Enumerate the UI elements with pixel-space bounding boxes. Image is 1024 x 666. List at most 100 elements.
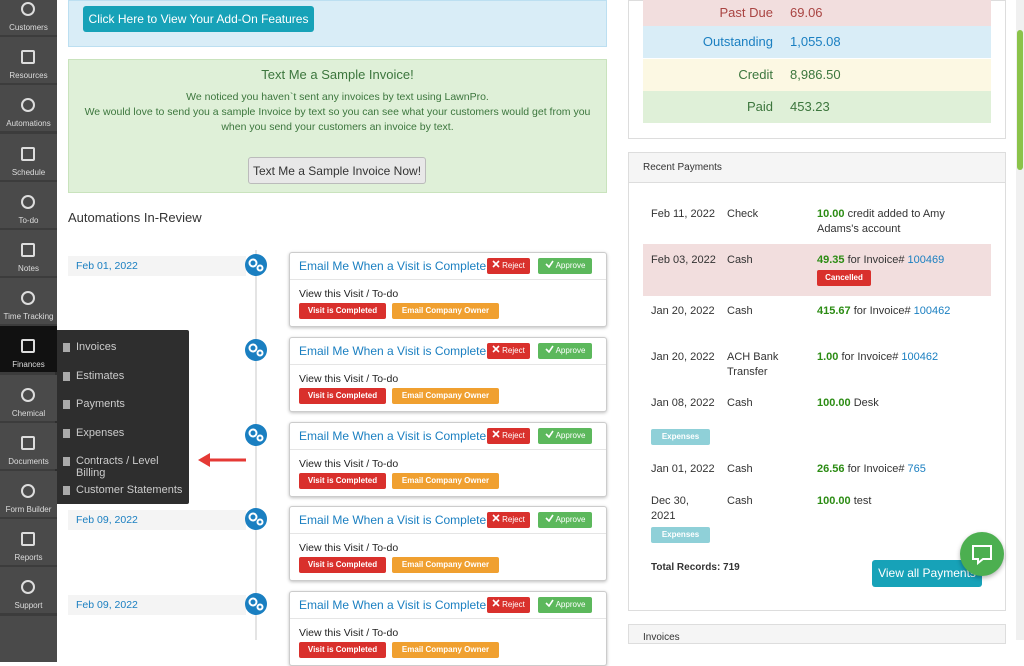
reject-label: Reject	[502, 345, 525, 355]
sidebar-item[interactable]	[0, 230, 57, 276]
automation-title[interactable]: Email Me When a Visit is Complete	[299, 428, 487, 443]
payment-date: Jan 01, 2022	[651, 463, 715, 475]
card-divider	[290, 363, 606, 365]
sidebar-label: Time Tracking	[3, 312, 54, 322]
visit-link[interactable]: View this Visit / To-do	[299, 627, 399, 640]
invoice-link[interactable]: 100462	[901, 351, 939, 363]
payment-amount: 415.67	[817, 305, 851, 317]
sidebar-label: Support	[14, 601, 43, 611]
payment-text: for Invoice#	[841, 351, 899, 363]
badge: Visit is Completed	[299, 387, 386, 404]
menu-item[interactable]: Invoices	[55, 338, 189, 358]
sidebar-item[interactable]	[0, 37, 57, 84]
automation-icon	[245, 593, 267, 616]
menu-item[interactable]: Expenses	[55, 424, 189, 444]
approve-button[interactable]: Approve	[538, 342, 592, 359]
total-records: Total Records: 719	[651, 562, 740, 573]
approve-button[interactable]: Approve	[538, 258, 592, 274]
menu-item[interactable]: Estimates	[55, 367, 189, 387]
invoice-link[interactable]: 100462	[913, 305, 951, 317]
cancelled-badge: Cancelled	[817, 270, 871, 286]
payment-detail: 1.00 for Invoice# 100462	[817, 350, 987, 365]
summary-value: 8,986.50	[790, 67, 841, 82]
sidebar-label: Resources	[9, 71, 48, 81]
x-icon	[492, 345, 500, 353]
payment-amount: 10.00	[817, 208, 845, 220]
payment-amount: 49.35	[817, 254, 845, 266]
reject-button[interactable]: Reject	[487, 512, 530, 529]
sidebar-label: Form Builder	[5, 505, 52, 514]
payments-panel	[628, 152, 1006, 611]
automation-icon	[245, 423, 267, 446]
invoice-link[interactable]: 765	[907, 463, 926, 475]
menu-item[interactable]: Contracts / Level Billing	[55, 452, 189, 479]
automation-title[interactable]: Email Me When a Visit is Complete	[299, 343, 487, 358]
payment-text: Desk	[853, 397, 879, 409]
badge: Visit is Completed	[299, 472, 386, 489]
sidebar-item[interactable]	[0, 519, 57, 566]
reject-button[interactable]: Reject	[487, 342, 530, 359]
payment-method: Cash	[727, 495, 753, 507]
summary-value: 1,055.08	[790, 34, 841, 49]
reject-button[interactable]: Reject	[487, 427, 530, 444]
sidebar-item[interactable]	[0, 326, 57, 373]
menu-item[interactable]: Customer Statements	[55, 481, 189, 501]
summary-row	[643, 91, 991, 123]
automation-card: Email Me When a Visit is Complete Reject A…	[289, 591, 607, 666]
gear-icon	[248, 258, 264, 272]
automation-date: Feb 01, 2022	[76, 260, 138, 272]
badge: Email Company Owner	[392, 642, 499, 659]
payment-detail: 100.00 test	[817, 494, 987, 509]
payment-date: Dec 30, 2021	[651, 495, 689, 522]
invoices-title: Invoices	[643, 632, 680, 643]
approve-label: Approve	[555, 345, 586, 355]
automation-title[interactable]: Email Me When a Visit is Complete	[299, 259, 487, 273]
payment-amount: 1.00	[817, 351, 839, 363]
reject-button[interactable]: Reject	[487, 258, 530, 274]
sample-text: We noticed you haven`t sent any invoices…	[68, 90, 607, 135]
approve-button[interactable]: Approve	[538, 427, 592, 444]
visit-link[interactable]: View this Visit / To-do	[299, 457, 399, 470]
reject-button[interactable]: Reject	[487, 597, 530, 614]
summary-value: 453.23	[790, 99, 830, 114]
sidebar-label: Notes	[18, 264, 39, 273]
scroll-thumb[interactable]	[1017, 30, 1023, 170]
menu-icon	[63, 457, 70, 467]
expense-badge: Expenses	[651, 527, 710, 543]
approve-button[interactable]: Approve	[538, 512, 592, 529]
summary-label: Outstanding	[702, 34, 773, 49]
summary-row	[643, 0, 991, 26]
visit-link[interactable]: View this Visit / To-do	[299, 542, 399, 555]
scrollbar	[1016, 0, 1024, 640]
summary-label: Past Due	[719, 5, 773, 20]
sidebar-icon	[21, 2, 35, 16]
payments-title: Recent Payments	[643, 162, 722, 173]
x-icon	[492, 514, 500, 522]
automation-title[interactable]: Email Me When a Visit is Complete	[299, 598, 487, 613]
visit-link[interactable]: View this Visit / To-do	[299, 288, 399, 300]
payment-detail: 415.67 for Invoice# 100462	[817, 304, 987, 319]
invoice-link[interactable]: 100469	[907, 254, 945, 266]
approve-label: Approve	[555, 515, 586, 525]
menu-label: Invoices	[76, 341, 117, 353]
approve-button[interactable]: Approve	[538, 597, 592, 614]
payment-method: Cash	[727, 397, 753, 409]
card-divider	[290, 448, 606, 450]
automation-icon	[245, 254, 267, 276]
payment-date: Feb 03, 2022	[651, 254, 716, 266]
check-icon	[545, 345, 554, 354]
gear-icon	[248, 343, 264, 357]
sidebar-item[interactable]	[0, 133, 57, 180]
payment-text: for Invoice#	[853, 305, 911, 317]
sample-button[interactable]: Text Me a Sample Invoice Now!	[248, 157, 426, 184]
automation-title[interactable]: Email Me When a Visit is Complete	[299, 513, 487, 528]
menu-label: Contracts / Level Billing	[76, 455, 159, 480]
visit-link[interactable]: View this Visit / To-do	[299, 372, 399, 385]
sidebar-label: Customers	[9, 23, 48, 32]
sidebar-label: Automations	[6, 119, 51, 129]
chat-button[interactable]	[960, 532, 1004, 576]
sidebar-item[interactable]	[0, 615, 57, 662]
addon-button[interactable]: Click Here to View Your Add-On Features	[83, 6, 314, 32]
menu-item[interactable]: Payments	[55, 395, 189, 415]
sidebar-item[interactable]	[0, 422, 57, 469]
